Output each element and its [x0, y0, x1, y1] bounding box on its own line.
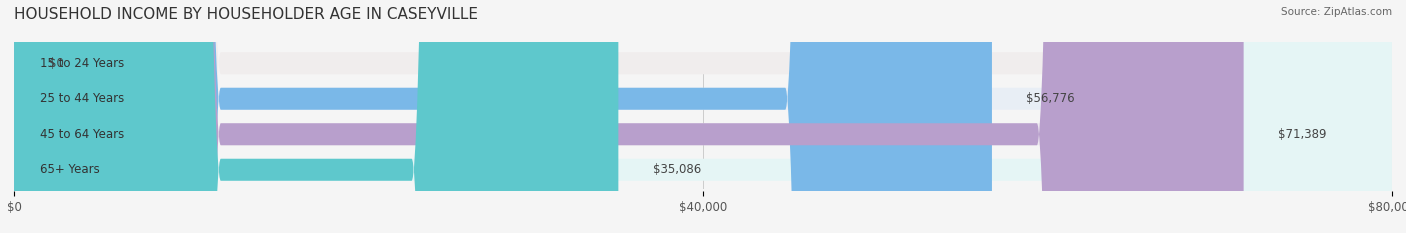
Text: HOUSEHOLD INCOME BY HOUSEHOLDER AGE IN CASEYVILLE: HOUSEHOLD INCOME BY HOUSEHOLDER AGE IN C…	[14, 7, 478, 22]
FancyBboxPatch shape	[14, 0, 1392, 233]
Text: $35,086: $35,086	[652, 163, 702, 176]
Text: 45 to 64 Years: 45 to 64 Years	[39, 128, 124, 141]
FancyBboxPatch shape	[14, 0, 1392, 233]
Text: $56,776: $56,776	[1026, 92, 1076, 105]
Text: 25 to 44 Years: 25 to 44 Years	[39, 92, 124, 105]
FancyBboxPatch shape	[14, 0, 619, 233]
Text: $0: $0	[48, 57, 63, 70]
FancyBboxPatch shape	[14, 0, 1392, 233]
FancyBboxPatch shape	[14, 0, 1392, 233]
Text: 15 to 24 Years: 15 to 24 Years	[39, 57, 124, 70]
FancyBboxPatch shape	[14, 0, 1244, 233]
Text: 65+ Years: 65+ Years	[39, 163, 100, 176]
Text: $71,389: $71,389	[1278, 128, 1327, 141]
Text: Source: ZipAtlas.com: Source: ZipAtlas.com	[1281, 7, 1392, 17]
FancyBboxPatch shape	[14, 0, 993, 233]
